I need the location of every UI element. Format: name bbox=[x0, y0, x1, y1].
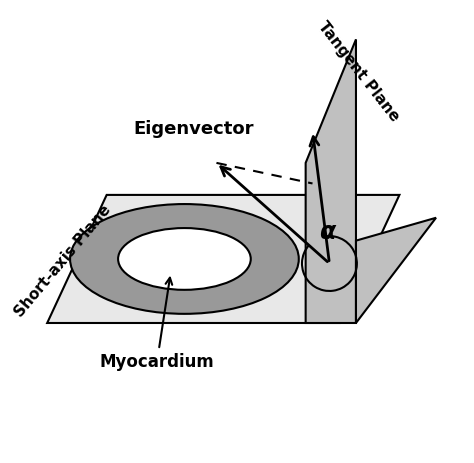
Ellipse shape bbox=[70, 204, 299, 314]
Ellipse shape bbox=[118, 228, 251, 290]
Polygon shape bbox=[47, 195, 400, 323]
Polygon shape bbox=[356, 218, 436, 323]
Text: Tangent Plane: Tangent Plane bbox=[315, 19, 402, 124]
Text: Short-axis Plane: Short-axis Plane bbox=[12, 202, 114, 320]
Text: α: α bbox=[319, 220, 336, 244]
Text: Myocardium: Myocardium bbox=[100, 278, 214, 371]
Text: Eigenvector: Eigenvector bbox=[133, 120, 254, 138]
Polygon shape bbox=[306, 39, 356, 323]
